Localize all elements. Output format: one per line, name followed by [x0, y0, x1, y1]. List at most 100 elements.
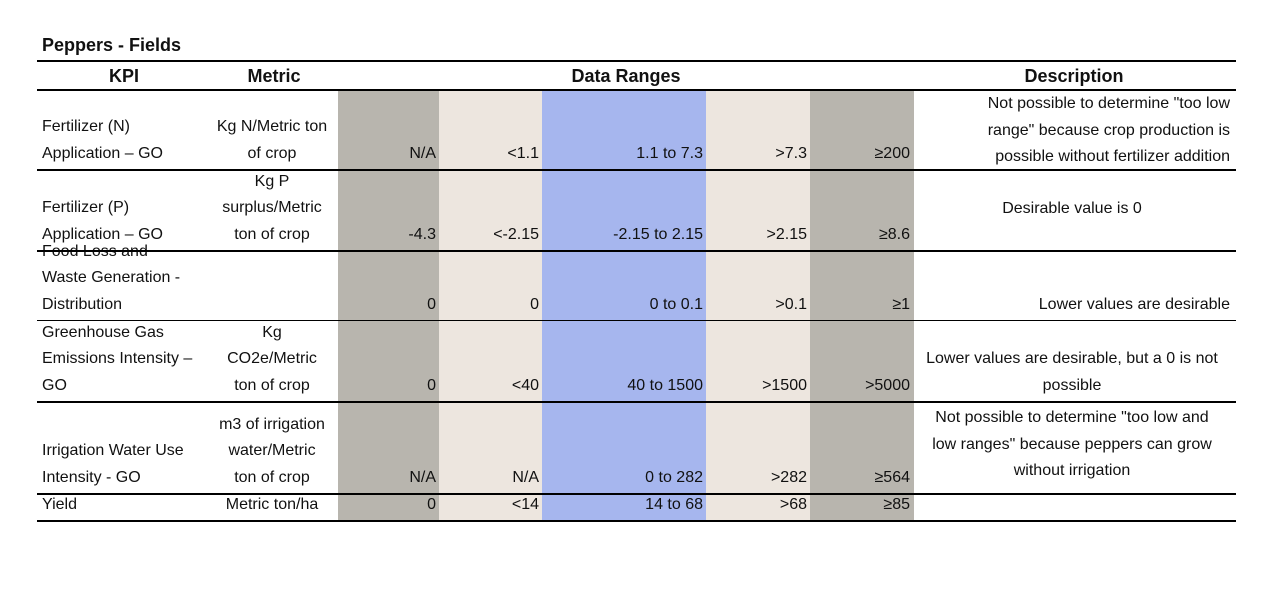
metric-cell-line: Kg	[262, 323, 282, 341]
range-band-1	[338, 90, 439, 521]
kpi-cell-line: Distribution	[42, 295, 123, 313]
kpi-cell-line: Fertilizer (P)	[42, 199, 130, 216]
range-value: 40 to 1500	[542, 321, 703, 399]
range-value: <40	[439, 321, 539, 399]
range-value: >282	[706, 403, 807, 491]
range-value-text: <40	[511, 376, 539, 394]
range-value-text: >1500	[762, 376, 807, 394]
range-value: N/A	[338, 403, 436, 491]
range-value-text: ≥564	[874, 468, 910, 486]
rule-top	[37, 60, 1236, 62]
metric-cell-line: Kg N/Metric ton	[216, 118, 328, 135]
range-value-text: 0	[530, 295, 539, 313]
range-value-text: 14 to 68	[645, 495, 703, 513]
description-cell-line: Lower values are desirable, but a 0 is n…	[926, 350, 1218, 367]
range-value: -4.3	[338, 171, 436, 248]
metric-cell: Metric ton/ha	[204, 487, 340, 518]
rule-row-5	[37, 493, 1236, 495]
range-value-text: <14	[511, 495, 539, 513]
range-value-text: 0	[427, 376, 436, 394]
range-value-text: 1.1 to 7.3	[636, 144, 703, 162]
description-cell: Not possible to determine "too low range"…	[914, 91, 1230, 167]
range-value: 0	[338, 321, 436, 399]
kpi-cell: Irrigation Water Use Intensity - GO	[42, 395, 204, 491]
kpi-cell-line: Irrigation Water Use	[42, 442, 184, 459]
metric-cell-line: water/Metric	[228, 442, 316, 459]
description-cell: Lower values are desirable	[914, 244, 1230, 318]
description-cell-line: range" because crop production is	[987, 121, 1230, 139]
range-band-4	[706, 90, 810, 521]
metric-cell-line: of crop	[247, 144, 297, 162]
rule-bottom	[37, 520, 1236, 522]
kpi-cell-line: Fertilizer (N)	[42, 118, 130, 135]
rule-row-4	[37, 401, 1236, 403]
range-value-text: -2.15 to 2.15	[613, 225, 703, 243]
description-cell-line: without irrigation	[1013, 462, 1131, 479]
range-value: 0	[338, 244, 436, 318]
rule-header	[37, 89, 1236, 91]
description-cell	[914, 495, 1230, 518]
range-band-5	[810, 90, 914, 521]
range-value: >1500	[706, 321, 807, 399]
description-cell-line: Not possible to determine "too low	[987, 95, 1230, 112]
description-cell: Lower values are desirable, but a 0 is n…	[914, 321, 1230, 399]
kpi-cell-line: Application – GO	[42, 144, 163, 162]
metric-cell-line: Kg P	[254, 172, 290, 190]
kpi-cell: Yield	[42, 487, 204, 518]
table-title: Peppers - Fields	[42, 35, 182, 55]
range-value-text: 0	[427, 295, 436, 313]
range-value-text: ≥200	[874, 144, 910, 162]
metric-cell-line: m3 of irrigation	[219, 415, 325, 433]
metric-cell-line: CO2e/Metric	[227, 350, 317, 367]
metric-cell: Kg P surplus/Metric ton of crop	[204, 163, 340, 248]
range-value: N/A	[338, 91, 436, 167]
range-value-text: N/A	[409, 144, 436, 162]
range-value-text: 40 to 1500	[627, 376, 703, 394]
kpi-cell-line: Waste Generation -	[42, 269, 181, 286]
range-value: ≥8.6	[810, 171, 910, 248]
range-value-text: <1.1	[507, 144, 539, 162]
range-value: 0	[439, 244, 539, 318]
range-value-text: 0 to 282	[645, 468, 703, 486]
kpi-cell-line: Intensity - GO	[42, 468, 141, 486]
rule-row-3	[37, 320, 1236, 321]
kpi-cell-line: Application – GO	[42, 225, 163, 243]
rule-row-2	[37, 250, 1236, 252]
range-value: >2.15	[706, 171, 807, 248]
header-metric: Metric	[247, 65, 301, 86]
range-value-text: >2.15	[766, 225, 807, 243]
kpi-cell: Fertilizer (N) Application – GO	[42, 83, 204, 167]
range-value: N/A	[439, 403, 539, 491]
range-value-text: N/A	[409, 468, 436, 486]
description-cell: Not possible to determine "too low and lo…	[914, 403, 1230, 493]
range-value-text: ≥85	[883, 495, 910, 513]
range-value-text: >68	[779, 495, 807, 513]
range-value: >5000	[810, 321, 910, 399]
metric-cell: Kg N/Metric ton of crop	[204, 83, 340, 167]
range-value: 14 to 68	[542, 495, 703, 518]
range-value-text: >5000	[865, 376, 910, 394]
range-value-text: <-2.15	[493, 225, 539, 243]
range-value: >0.1	[706, 244, 807, 318]
range-value: ≥85	[810, 495, 910, 518]
range-value: ≥564	[810, 403, 910, 491]
kpi-cell-line: Greenhouse Gas	[42, 323, 164, 341]
range-value-text: ≥8.6	[878, 225, 910, 243]
range-band-3	[542, 90, 706, 521]
metric-cell-line: ton of crop	[234, 468, 310, 486]
kpi-cell-line: Emissions Intensity –	[42, 350, 193, 367]
range-value: ≥1	[810, 244, 910, 318]
range-value-text: >7.3	[775, 144, 807, 162]
header-description: Description	[1024, 65, 1124, 86]
description-cell: Desirable value is 0	[914, 171, 1230, 248]
range-value-text: >282	[770, 468, 807, 486]
range-value-text: N/A	[512, 468, 539, 486]
kpi-cell-line: Yield	[42, 495, 77, 513]
range-value: ≥200	[810, 91, 910, 167]
range-value-text: ≥1	[892, 295, 910, 313]
range-value-text: 0	[427, 495, 436, 513]
range-value: <-2.15	[439, 171, 539, 248]
range-value: -2.15 to 2.15	[542, 171, 703, 248]
range-value-text: 0 to 0.1	[649, 295, 703, 313]
rule-row-1	[37, 169, 1236, 171]
